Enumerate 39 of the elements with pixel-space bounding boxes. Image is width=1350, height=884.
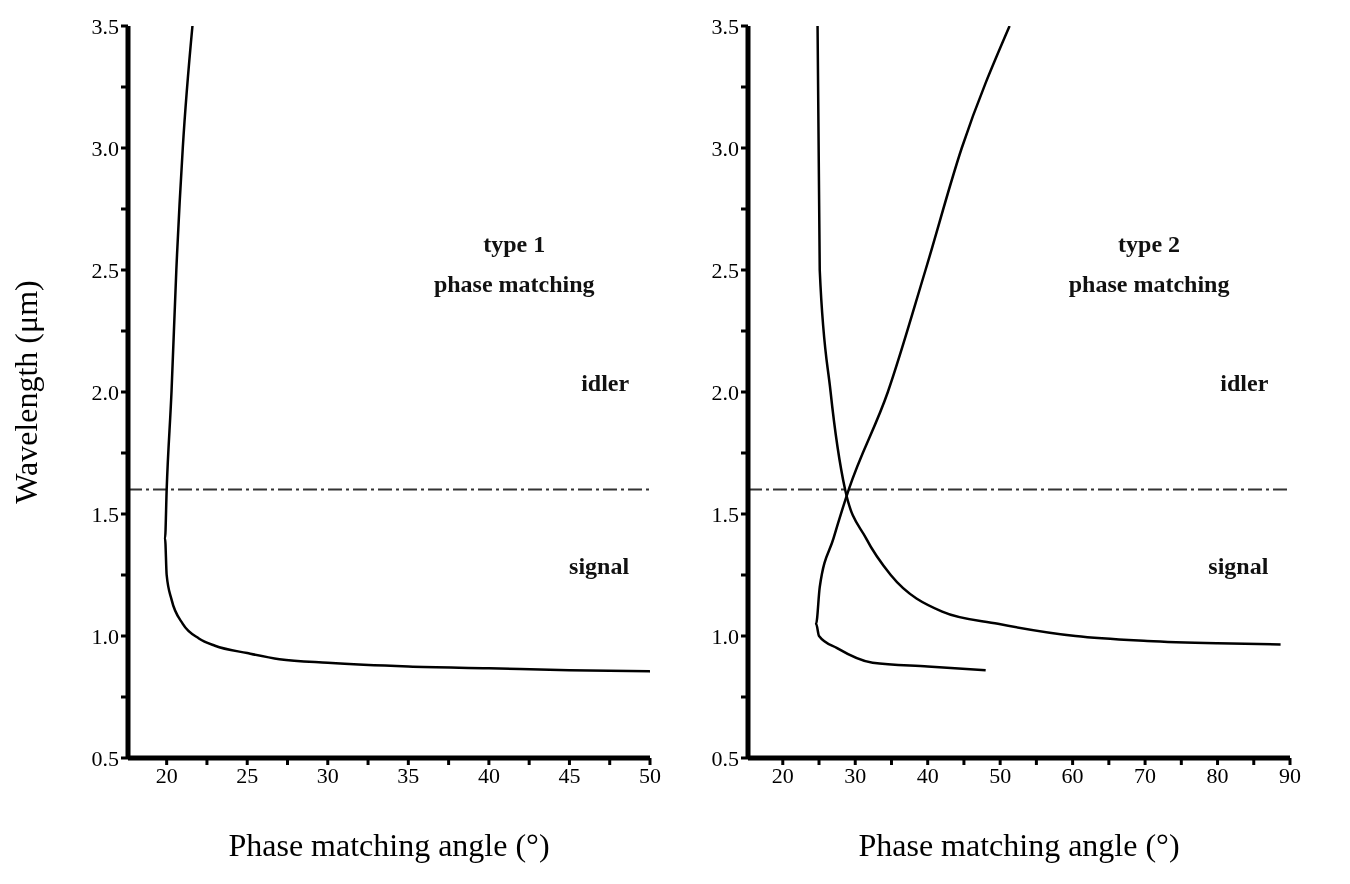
x-tick-label: 35 — [397, 762, 420, 788]
y-tick-label: 2.5 — [711, 257, 739, 283]
line-series — [163, 26, 650, 673]
annotation: type 1 phase matching — [432, 229, 596, 299]
x-tick-label: 50 — [639, 762, 661, 788]
x-tick-label: 40 — [916, 762, 939, 788]
y-tick-label: 3.0 — [91, 135, 119, 161]
x-tick-label: 70 — [1134, 762, 1157, 788]
y-tick-label: 3.5 — [711, 13, 739, 39]
x-tick-label: 25 — [236, 762, 259, 788]
x-tick-label: 90 — [1279, 762, 1301, 788]
annotation: idler — [1220, 368, 1269, 398]
y-tick-label: 1.5 — [91, 501, 119, 527]
annotation: type 2 phase matching — [1067, 229, 1231, 299]
y-tick-label: 3.5 — [91, 13, 119, 39]
y-tick-label: 2.0 — [91, 379, 119, 405]
y-tick-label: 1.0 — [91, 623, 119, 649]
x-tick-label: 60 — [1061, 762, 1084, 788]
y-tick-label: 0.5 — [711, 745, 739, 771]
x-tick-label: 45 — [558, 762, 581, 788]
x-tick-label: 50 — [989, 762, 1012, 788]
y-tick-label: 1.5 — [711, 501, 739, 527]
x-tick-label: 40 — [477, 762, 500, 788]
y-tick-label: 3.0 — [711, 135, 739, 161]
y-tick-label: 2.0 — [711, 379, 739, 405]
y-axis-title: Wavelength (μm) — [8, 280, 45, 504]
x-axis-title: Phase matching angle (°) — [858, 827, 1180, 863]
annotation: signal — [1208, 551, 1269, 581]
x-tick-label: 20 — [155, 762, 178, 788]
annotation: idler — [581, 368, 630, 398]
x-tick-label: 80 — [1206, 762, 1229, 788]
y-tick-label: 2.5 — [91, 257, 119, 283]
y-tick-label: 1.0 — [711, 623, 739, 649]
y-tick-label: 0.5 — [91, 745, 119, 771]
x-tick-label: 30 — [844, 762, 867, 788]
annotation: signal — [569, 551, 630, 581]
x-tick-label: 20 — [771, 762, 794, 788]
x-tick-label: 30 — [316, 762, 339, 788]
x-axis-title: Phase matching angle (°) — [228, 827, 550, 863]
